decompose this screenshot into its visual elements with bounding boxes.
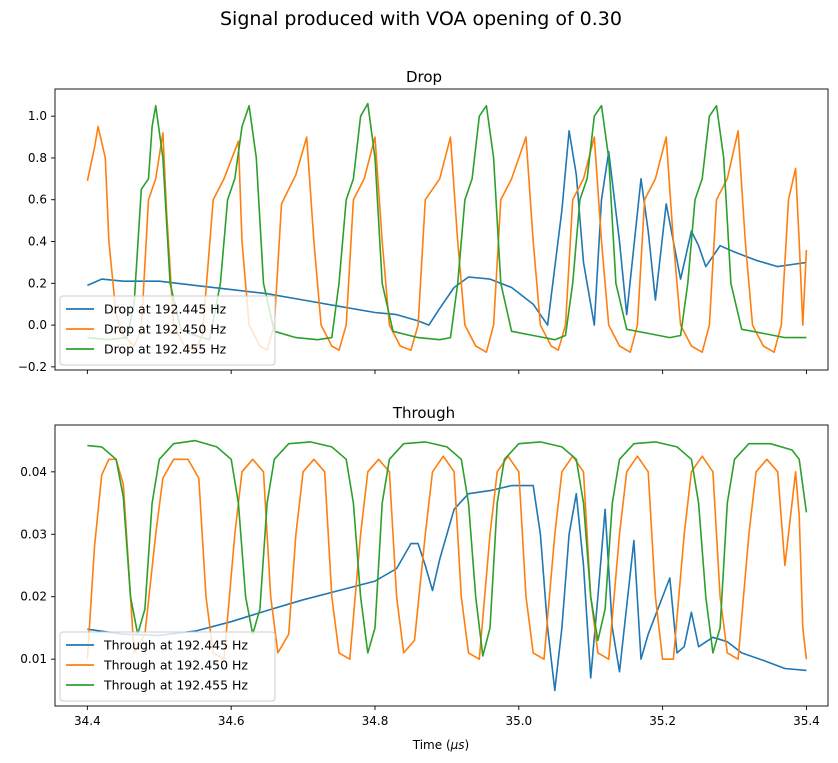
through-x-tick-label: 35.2 xyxy=(649,714,676,728)
through-legend: Through at 192.445 Hz Through at 192.450 … xyxy=(59,631,276,702)
through-x-tick-label: 34.6 xyxy=(218,714,245,728)
drop-legend-label: Drop at 192.455 Hz xyxy=(104,342,227,357)
through-y-tick-label: 0.01 xyxy=(20,652,47,666)
drop-y-tick-label: 0.2 xyxy=(28,276,47,290)
drop-y-tick-label: 0.6 xyxy=(28,193,47,207)
drop-axes-frame xyxy=(54,88,829,371)
drop-legend-box xyxy=(59,295,276,366)
through-axes-frame xyxy=(54,424,829,707)
through-y-tick-label: 0.04 xyxy=(20,465,47,479)
through-series-group xyxy=(86,439,808,692)
through-x-tick-label: 35.0 xyxy=(505,714,532,728)
through-legend-label: Through at 192.445 Hz xyxy=(103,638,248,653)
figure-suptitle: Signal produced with VOA opening of 0.30 xyxy=(220,8,622,30)
through-legend-label: Through at 192.450 Hz xyxy=(103,658,248,673)
through-x-axis-label: Time (μs) xyxy=(412,738,469,752)
through-legend-label: Through at 192.455 Hz xyxy=(103,678,248,693)
through-x-tick-label: 34.4 xyxy=(74,714,101,728)
through-series-line-1 xyxy=(87,484,807,692)
drop-legend: Drop at 192.445 Hz Drop at 192.450 Hz Drop… xyxy=(59,295,276,366)
drop-y-tick-label: 0.4 xyxy=(28,235,47,249)
through-x-tick-label: 34.8 xyxy=(362,714,389,728)
drop-subplot: Drop −0.2 0.0 0.2 0.4 0.6 0.8 1.0 Drop at 192.4… xyxy=(18,68,829,374)
drop-y-tick-label: 0.0 xyxy=(28,318,47,332)
through-y-tick-label: 0.02 xyxy=(20,590,47,604)
through-y-tick-label: 0.03 xyxy=(20,527,47,541)
through-series-line-3 xyxy=(87,439,808,657)
drop-series-line-1 xyxy=(87,130,807,326)
through-x-tick-label: 35.4 xyxy=(793,714,820,728)
through-legend-box xyxy=(59,631,276,702)
drop-legend-label: Drop at 192.445 Hz xyxy=(104,302,227,317)
through-series-line-2 xyxy=(86,455,808,660)
drop-y-tick-label: 0.8 xyxy=(28,151,47,165)
through-subplot-title: Through xyxy=(392,404,455,422)
drop-y-tick-label: −0.2 xyxy=(18,360,47,374)
drop-y-tick-label: 1.0 xyxy=(28,109,47,123)
through-subplot: Through Time (μs) 34.4 34.6 34.8 35.0 35.2 35… xyxy=(20,404,829,752)
drop-subplot-title: Drop xyxy=(406,68,442,86)
drop-legend-label: Drop at 192.450 Hz xyxy=(104,322,227,337)
